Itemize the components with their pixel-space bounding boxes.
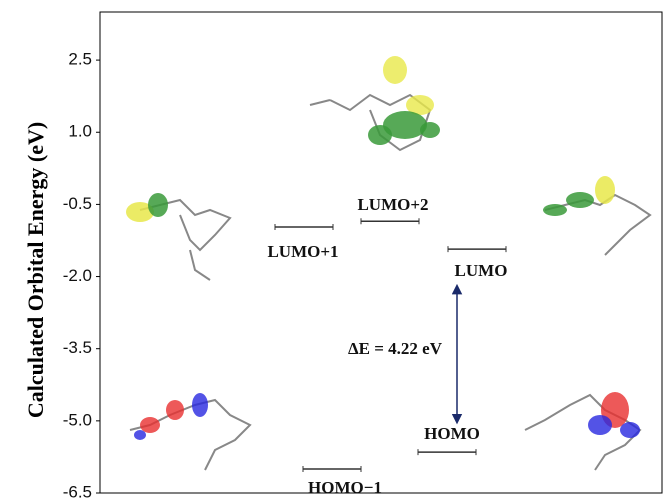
y-tick-label: -6.5: [63, 482, 92, 501]
y-tick-label: -2.0: [63, 266, 92, 285]
y-axis-label: Calculated Orbital Energy (eV): [23, 122, 48, 418]
level-label: HOMO−1: [308, 478, 382, 497]
y-tick-label: -5.0: [63, 410, 92, 429]
level-label: HOMO: [424, 424, 480, 443]
y-tick-label: 2.5: [68, 50, 92, 69]
gap-annotation: ΔE = 4.22 eV: [348, 339, 443, 358]
y-tick-label: 1.0: [68, 122, 92, 141]
plot-frame: [99, 11, 663, 494]
level-label: LUMO+1: [267, 242, 338, 261]
y-tick-label: -3.5: [63, 338, 92, 357]
level-label: LUMO: [455, 261, 508, 280]
molecule-lumo-plus-1: [126, 193, 232, 281]
y-tick-label: -0.5: [63, 194, 92, 213]
molecule-homo: [524, 392, 642, 471]
level-label: LUMO+2: [357, 195, 428, 214]
molecule-homo-minus-1: [129, 393, 252, 471]
molecule-lumo: [543, 176, 652, 256]
molecule-lumo-plus-2: [309, 56, 440, 152]
